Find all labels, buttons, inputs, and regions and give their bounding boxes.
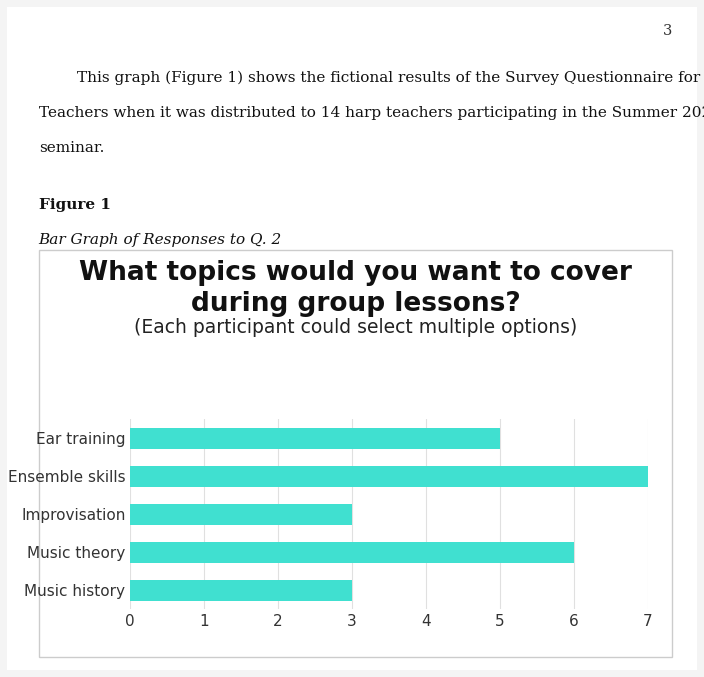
Bar (130, 504, 352, 525)
Text: Bar Graph of Responses to Q. 2: Bar Graph of Responses to Q. 2 (39, 233, 282, 247)
Bar (130, 580, 352, 600)
Text: This graph (Figure 1) shows the fictional results of the Survey Questionnaire fo: This graph (Figure 1) shows the fictiona… (77, 71, 704, 85)
Text: Figure 1: Figure 1 (39, 198, 111, 212)
Text: seminar.: seminar. (39, 141, 104, 156)
Bar (130, 428, 500, 449)
Text: Teachers when it was distributed to 14 harp teachers participating in the Summer: Teachers when it was distributed to 14 h… (39, 106, 704, 121)
Bar (130, 542, 574, 563)
Text: 3: 3 (663, 24, 672, 38)
Text: What topics would you want to cover
during group lessons?: What topics would you want to cover duri… (79, 260, 632, 317)
Text: (Each participant could select multiple options): (Each participant could select multiple … (134, 318, 577, 336)
Bar (130, 466, 648, 487)
